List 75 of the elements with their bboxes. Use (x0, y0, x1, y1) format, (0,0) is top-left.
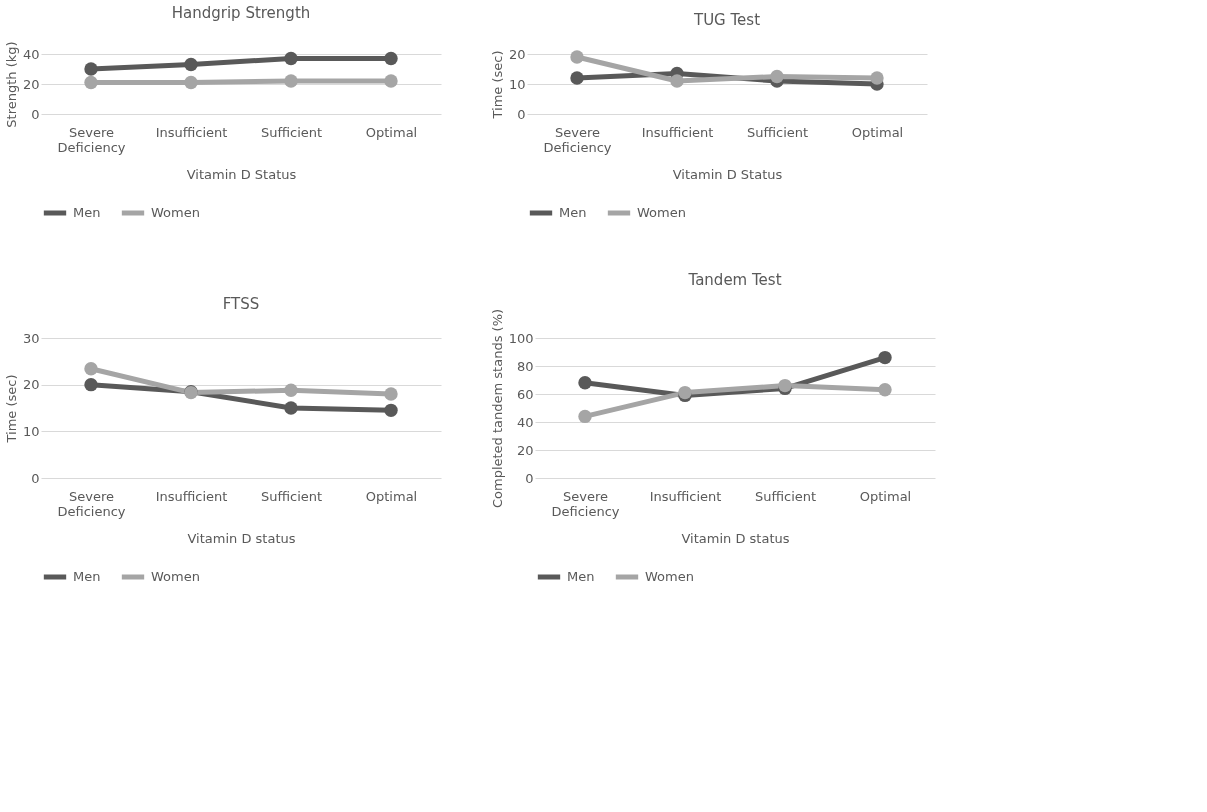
y-axis-title: Time (sec) (3, 374, 19, 444)
x-tick-label: Insufficient (155, 124, 228, 140)
point (578, 409, 592, 424)
point (384, 387, 398, 401)
y-tick-label: 0 (31, 470, 40, 486)
point (770, 69, 784, 84)
chart-title: FTSS (222, 295, 260, 313)
point (84, 62, 98, 76)
y-tick-label: 20 (22, 377, 40, 393)
x-tick-label: Severe Deficiency (551, 488, 620, 519)
x-tick-label: Sufficient (754, 488, 817, 504)
point (384, 403, 398, 418)
x-axis-title: Vitamin D Status (672, 166, 783, 182)
x-axis-title: Vitamin D status (681, 530, 790, 546)
x-tick-label: Severe Deficiency (543, 124, 612, 155)
legend-label: Men (73, 569, 101, 584)
y-tick-label: 30 (22, 330, 40, 346)
legend-label: Women (645, 569, 694, 584)
x-tick-label: Optimal (365, 124, 418, 140)
point (878, 383, 892, 397)
y-tick-label: 0 (517, 106, 526, 122)
legend-label: Women (637, 205, 686, 220)
point (284, 74, 298, 88)
y-tick-label: 80 (516, 358, 534, 374)
y-tick-label: 60 (516, 386, 534, 402)
chart-title: TUG Test (692, 11, 761, 29)
y-tick-label: 0 (525, 470, 534, 486)
x-tick-label: Optimal (365, 488, 418, 504)
point (384, 51, 398, 66)
point (184, 75, 198, 90)
y-tick-label: 100 (508, 330, 534, 346)
point (284, 51, 298, 66)
y-tick-label: 20 (516, 442, 534, 458)
legend-label: Men (567, 569, 595, 584)
x-tick-label: Insufficient (155, 488, 228, 504)
y-tick-label: 20 (22, 76, 40, 92)
y-axis-title: Strength (kg) (3, 41, 19, 128)
point (878, 350, 892, 365)
y-tick-label: 40 (22, 46, 40, 62)
x-tick-label: Optimal (851, 124, 904, 140)
point (670, 74, 684, 88)
y-tick-label: 10 (22, 423, 40, 439)
point (84, 362, 98, 376)
legend-label: Women (151, 569, 200, 584)
y-tick-label: 20 (508, 46, 526, 62)
y-tick-label: 0 (31, 106, 40, 122)
legend-label: Women (151, 205, 200, 220)
chart-title: Handgrip Strength (171, 3, 311, 22)
point (284, 383, 298, 397)
point (384, 74, 398, 88)
x-tick-label: Severe Deficiency (57, 488, 126, 519)
x-tick-label: Insufficient (641, 124, 714, 140)
y-axis-title: Time (sec) (489, 50, 505, 120)
point (184, 57, 198, 72)
point (870, 71, 884, 85)
x-tick-label: Sufficient (260, 124, 323, 140)
x-tick-label: Optimal (859, 488, 912, 504)
y-tick-label: 40 (516, 414, 534, 430)
point (578, 376, 592, 390)
y-axis-title: Completed tandem stands (%) (489, 308, 505, 509)
x-axis-title: Vitamin D status (187, 530, 296, 546)
legend-label: Men (559, 205, 587, 220)
x-tick-label: Insufficient (649, 488, 722, 504)
legend-label: Men (73, 205, 101, 220)
chart-title: Tandem Test (687, 271, 782, 290)
point (570, 71, 584, 85)
y-tick-label: 10 (508, 76, 526, 92)
x-tick-label: Severe Deficiency (57, 124, 126, 155)
x-tick-label: Sufficient (260, 488, 323, 504)
point (84, 377, 98, 392)
point (84, 75, 98, 90)
point (284, 401, 298, 415)
point (570, 50, 584, 64)
x-tick-label: Sufficient (746, 124, 809, 140)
x-axis-title: Vitamin D Status (186, 166, 297, 182)
